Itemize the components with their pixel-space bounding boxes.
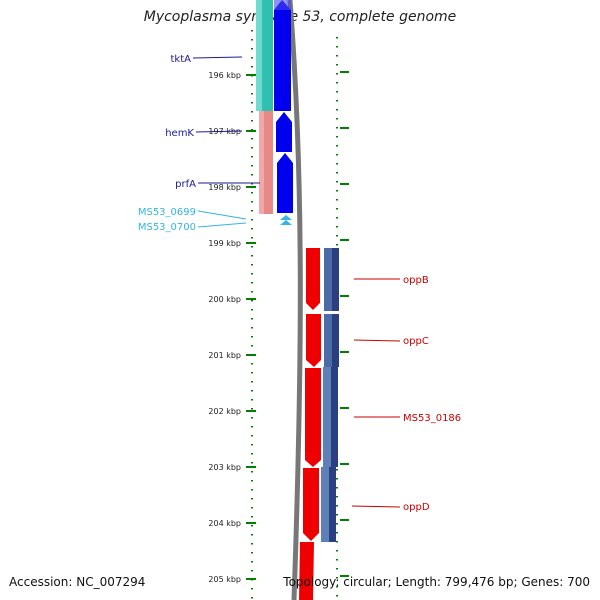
accession-text: Accession: NC_007294 (9, 575, 146, 589)
gene-label-tktA[interactable]: tktA (171, 54, 192, 65)
gene-arrow-oppC[interactable] (306, 314, 321, 367)
gene-arrow-MS53_0186[interactable] (305, 368, 321, 467)
genome-backbone (287, 0, 303, 600)
scale-tick-label: 201 kbp (208, 351, 241, 360)
gene-label-MS53_0700[interactable]: MS53_0700 (138, 222, 196, 233)
gene-arrow-hemK[interactable] (276, 112, 292, 152)
gene-leader-line (197, 222, 247, 228)
gene-label-oppD[interactable]: oppD (403, 502, 430, 513)
gene-arrow-oppD[interactable] (303, 468, 319, 541)
gene-block-oppC-edge (332, 314, 339, 367)
scale-tick-label: 204 kbp (208, 519, 241, 528)
gene-label-MS53_0186[interactable]: MS53_0186 (403, 413, 461, 424)
scale-tick-label: 199 kbp (208, 239, 241, 248)
right-genes (299, 248, 339, 600)
gene-block-tktA-highlight (256, 0, 262, 111)
gene-arrow-prfA[interactable] (277, 153, 293, 213)
gene-block-oppD-edge (329, 467, 336, 542)
gene-arrow-MS53_0699[interactable] (280, 215, 292, 220)
gene-arrow-next[interactable] (299, 542, 314, 600)
gene-leader-line (351, 505, 401, 508)
scale-tick-label: 198 kbp (208, 183, 241, 192)
gene-arrow-tktA[interactable] (274, 0, 291, 111)
gene-arrow-MS53_0700[interactable] (280, 220, 292, 225)
gene-block-oppB-edge (332, 248, 339, 311)
scale-tick-label: 196 kbp (208, 71, 241, 80)
gene-arrow-oppB[interactable] (306, 248, 320, 310)
scale-tick-label: 203 kbp (208, 463, 241, 472)
left-genes (256, 0, 293, 225)
gene-arrow-tktA-top (274, 0, 291, 10)
gene-leader-line (195, 130, 243, 133)
gene-leader-line (192, 56, 243, 59)
gene-label-MS53_0699[interactable]: MS53_0699 (138, 207, 196, 218)
gene-leader-line (197, 210, 247, 220)
gene-label-hemK[interactable]: hemK (165, 128, 194, 139)
scale-tick-label: 202 kbp (208, 407, 241, 416)
gene-block-hemK-highlight (259, 111, 264, 214)
gene-label-oppC[interactable]: oppC (403, 336, 429, 347)
map-title: Mycoplasma synoviae 53, complete genome (143, 9, 457, 25)
topology-text: Topology: circular; Length: 799,476 bp; … (283, 575, 590, 589)
gene-label-oppB[interactable]: oppB (403, 275, 429, 286)
scale-tick-label: 200 kbp (208, 295, 241, 304)
gene-labels: tktA hemK prfA MS53_0699 MS53_0700 oppB oppC MS… (138, 54, 461, 513)
gene-label-prfA[interactable]: prfA (175, 179, 196, 190)
gene-block-MS53_0186-edge (331, 367, 338, 467)
gene-leader-line (353, 339, 401, 342)
scale-tick-label: 205 kbp (208, 575, 241, 584)
